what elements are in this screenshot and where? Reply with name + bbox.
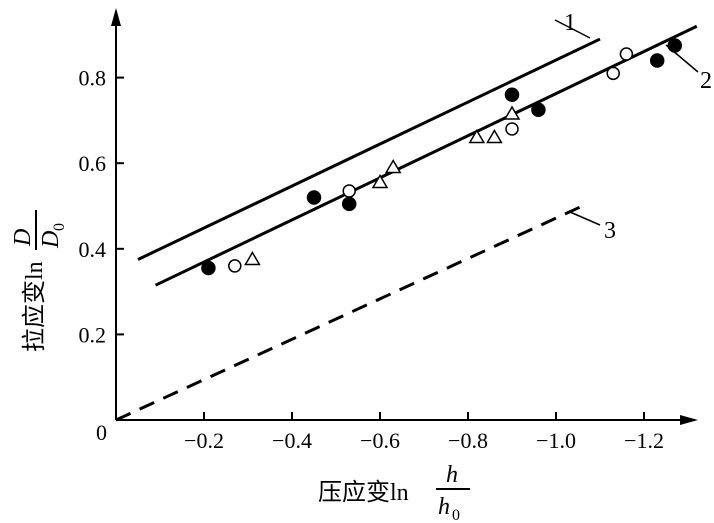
line-callouts: 1 2 3 xyxy=(554,10,712,244)
axes xyxy=(111,8,698,425)
point-open-triangle xyxy=(503,105,521,120)
point-open-circle xyxy=(342,184,356,198)
point-filled-circle xyxy=(504,87,520,102)
x-axis-label-denominator: h xyxy=(438,494,450,520)
fit-line-2 xyxy=(154,24,698,287)
x-tick-label: −0.8 xyxy=(448,428,488,453)
x-tick-label: −1.2 xyxy=(624,428,664,453)
callout-leader-1 xyxy=(554,19,591,39)
y-axis-arrow xyxy=(111,8,121,26)
point-open-circle xyxy=(606,66,620,81)
x-axis-label: 压应变ln h h 0 xyxy=(318,462,470,523)
y-axis-label-text: 拉应变ln xyxy=(21,261,48,352)
y-axis-label-numerator: D xyxy=(10,229,36,247)
y-tick-label: 0.2 xyxy=(79,322,107,347)
y-axis-label: 拉应变ln D D 0 xyxy=(10,210,68,352)
point-filled-circle xyxy=(341,196,357,212)
point-open-circle xyxy=(228,259,242,273)
point-open-triangle xyxy=(486,129,503,144)
callout-label-2: 2 xyxy=(700,68,712,94)
x-tick-label: −0.6 xyxy=(360,428,400,453)
x-tick-label: −1.0 xyxy=(536,428,576,453)
origin-label: 0 xyxy=(96,420,107,445)
callout-label-3: 3 xyxy=(604,218,616,244)
x-axis-label-numerator: h xyxy=(446,462,458,488)
point-filled-circle xyxy=(201,260,216,276)
point-filled-circle xyxy=(667,38,683,53)
point-open-circle xyxy=(505,122,519,136)
point-filled-circle xyxy=(306,190,322,205)
x-tick-label: −0.2 xyxy=(184,428,224,453)
y-axis-label-denominator: D xyxy=(38,231,64,249)
callout-leader-3 xyxy=(569,211,601,226)
fit-lines xyxy=(115,24,698,422)
y-tick-label: 0.4 xyxy=(79,237,107,262)
point-filled-circle xyxy=(531,102,546,117)
x-axis-label-denominator-subscript: 0 xyxy=(452,507,460,523)
x-axis-arrow xyxy=(680,415,698,425)
fit-line-3 xyxy=(115,204,584,422)
axis-labels: 0 拉应变ln D D 0 压应变ln h h 0 xyxy=(10,210,470,523)
point-filled-circle xyxy=(649,53,665,68)
y-tick-label: 0.6 xyxy=(79,151,107,176)
point-open-circle xyxy=(619,47,634,61)
data-points xyxy=(201,38,683,276)
fit-line-1 xyxy=(137,37,601,261)
y-tick-label: 0.8 xyxy=(79,66,107,91)
ticks: −0.2 −0.4 −0.6 −0.8 −1.0 −1.2 0.2 0.4 0.6 0.8 xyxy=(79,66,664,453)
point-open-triangle xyxy=(384,158,402,174)
callout-leader-2 xyxy=(665,44,699,73)
x-axis-label-text: 压应变ln xyxy=(318,479,409,506)
point-open-triangle xyxy=(244,251,261,266)
callout-label-1: 1 xyxy=(564,10,576,36)
point-open-triangle xyxy=(468,129,486,144)
point-open-triangle xyxy=(371,173,389,189)
x-tick-label: −0.4 xyxy=(272,428,312,453)
y-axis-label-denominator-subscript: 0 xyxy=(51,223,68,231)
